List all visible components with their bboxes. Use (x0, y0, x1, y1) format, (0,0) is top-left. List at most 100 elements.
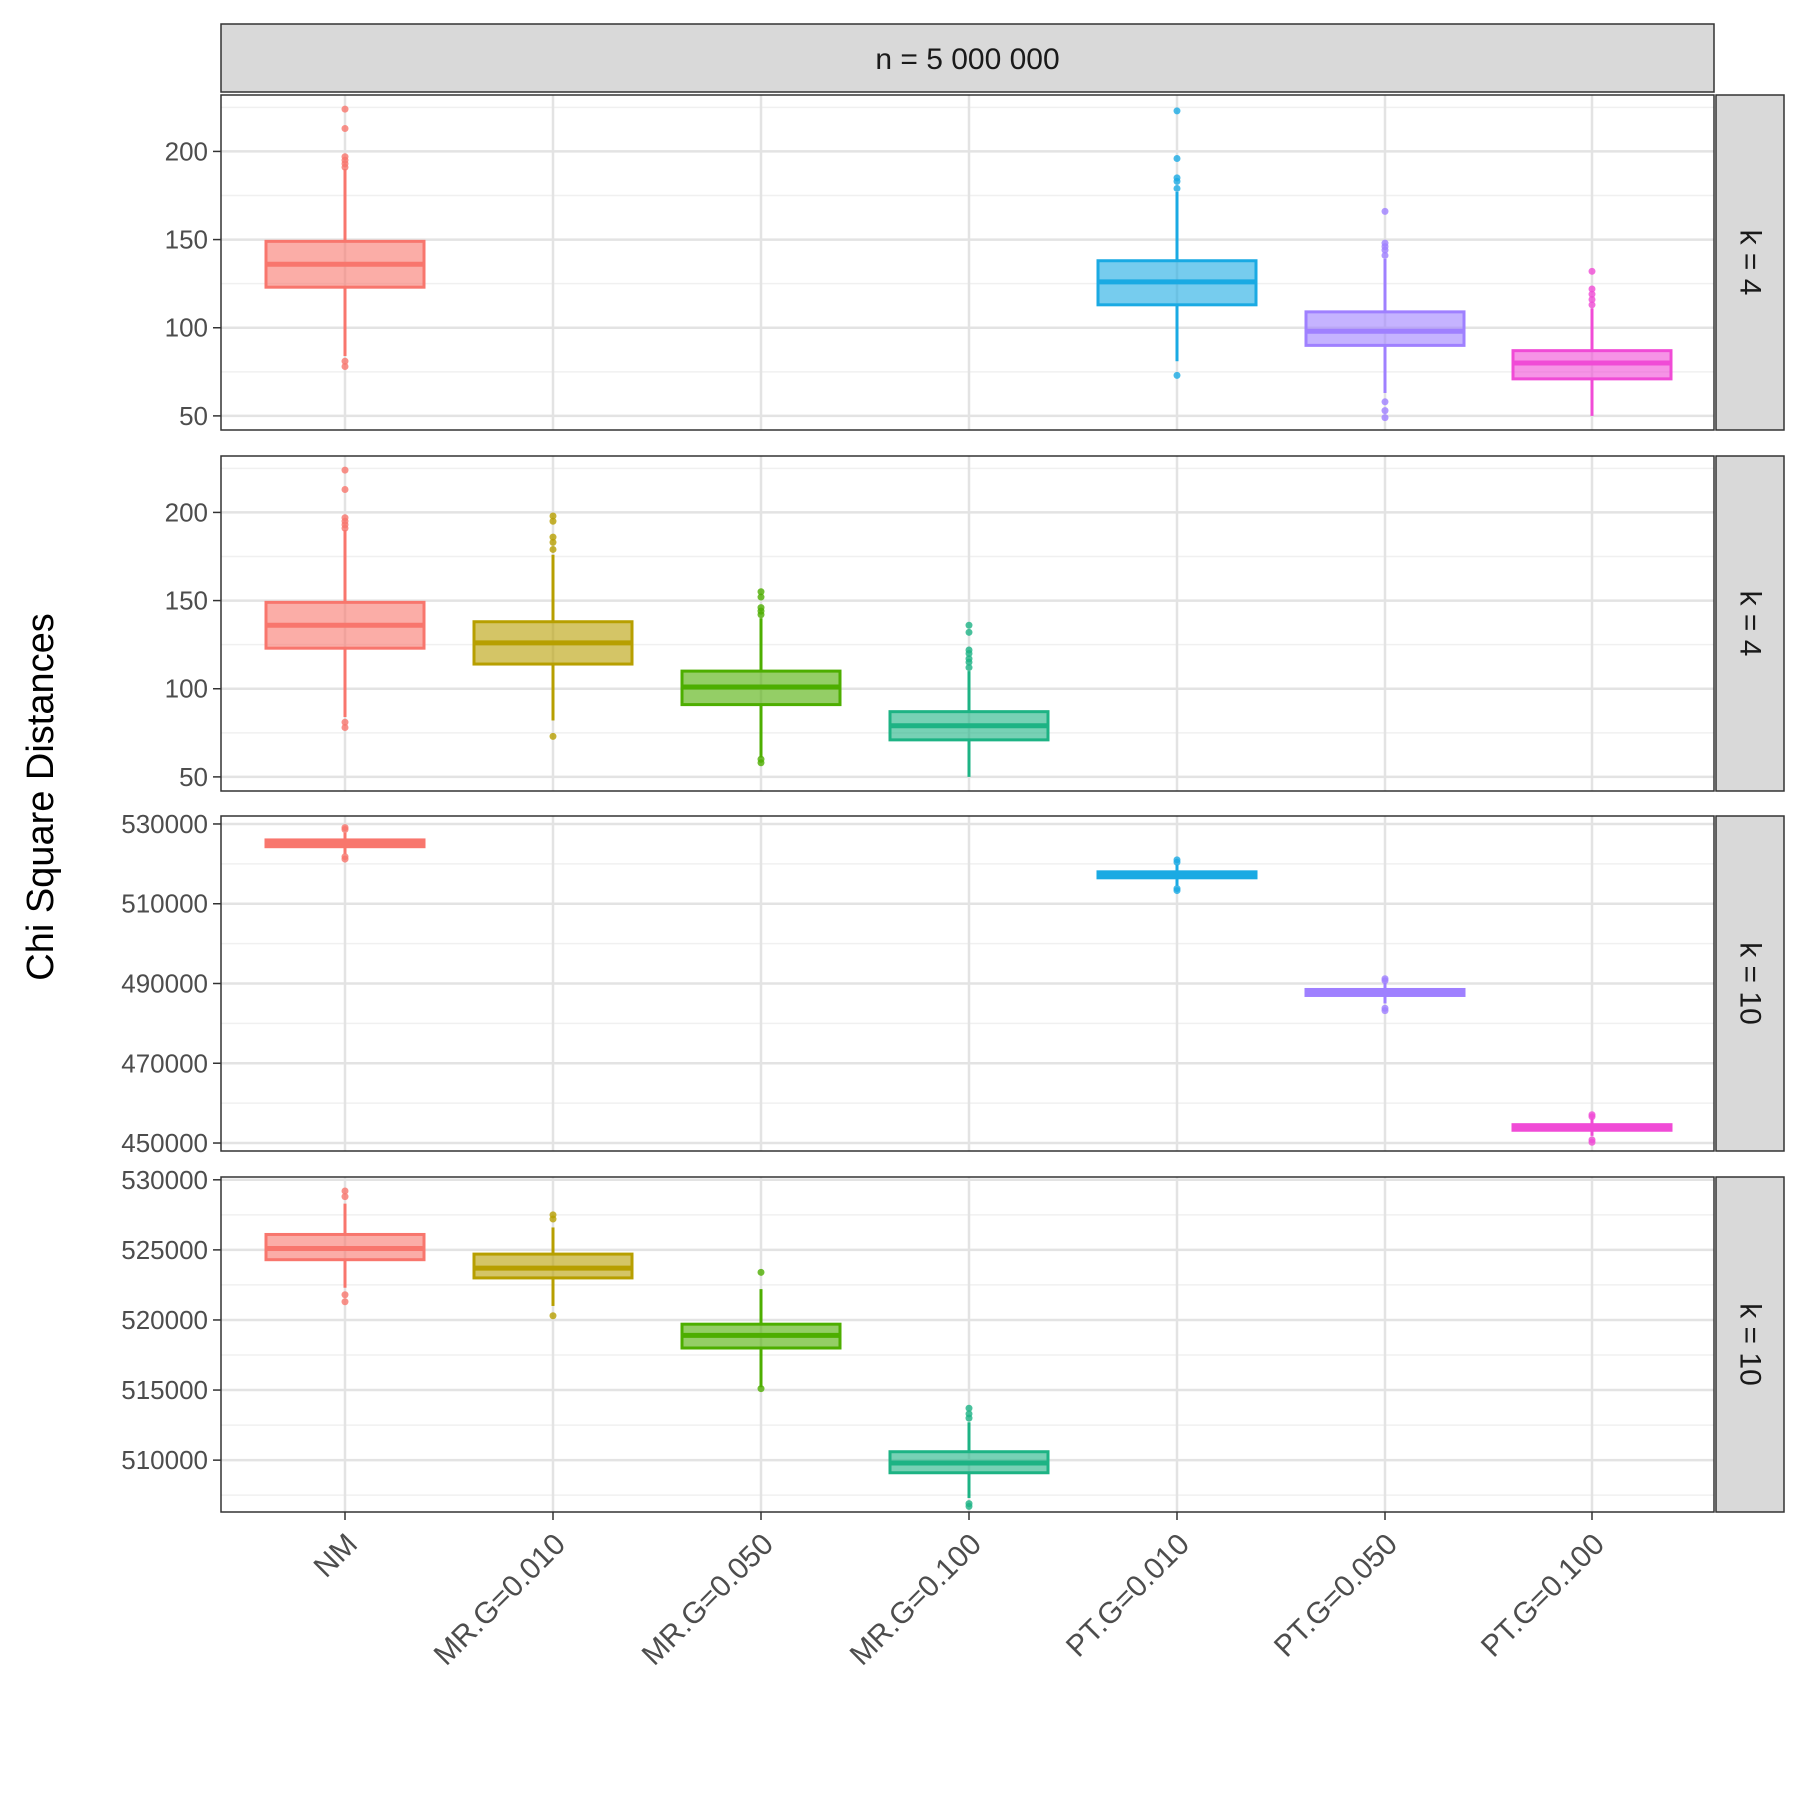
panel-1: 50 100 150 200 k = 4 (165, 94, 1785, 431)
outlier-point (549, 538, 557, 546)
outlier-point (341, 486, 349, 493)
outlier-point (549, 533, 557, 541)
box-pt-g-0-010 (1096, 856, 1258, 895)
panel-border (220, 455, 1715, 792)
y-tick-label: 510000 (121, 1445, 208, 1475)
y-tick-label: 100 (165, 674, 208, 704)
x-tick-label: NM (308, 1528, 364, 1584)
y-tick-label: 200 (165, 497, 208, 527)
box-pt-g-0-010 (1096, 107, 1258, 379)
outlier-point (1381, 207, 1389, 215)
y-tick-label: 450000 (121, 1128, 208, 1158)
panel-2: 50 100 150 200 k = 4 (165, 455, 1785, 792)
x-tick-label: PT.G=0.050 (1268, 1528, 1404, 1664)
row-strip-label: k = 10 (1734, 942, 1767, 1025)
x-tick-label: MR.G=0.050 (636, 1528, 780, 1672)
outlier-point (341, 1193, 349, 1201)
box-mr-g-0-100 (888, 621, 1050, 777)
x-axis: NM MR.G=0.010 MR.G=0.050 MR.G=0.100 PT.G=0.0… (308, 1512, 1611, 1672)
y-tick-label: 470000 (121, 1048, 208, 1078)
outlier-point (1173, 107, 1181, 115)
outlier-point (1381, 975, 1389, 983)
box-pt-g-0-100 (1511, 267, 1673, 416)
x-tick-label: MR.G=0.100 (844, 1528, 988, 1672)
outlier-point (341, 363, 349, 371)
outlier-point (1381, 414, 1389, 422)
outlier-point (1173, 174, 1181, 182)
y-tick-label: 520000 (121, 1305, 208, 1335)
outlier-point (341, 718, 349, 726)
box-pt-g-0-050 (1304, 975, 1466, 1015)
outlier-point (965, 1404, 973, 1412)
outlier-point (341, 153, 349, 161)
outlier-point (549, 517, 557, 525)
outlier-point (965, 646, 973, 654)
box-nm (264, 105, 426, 371)
box-pt-g-0-050 (1304, 207, 1466, 422)
box-nm (264, 1187, 426, 1306)
panel-3: 450000 470000 490000 510000 530000 k = 10 (121, 809, 1785, 1158)
y-tick-label: 525000 (121, 1235, 208, 1265)
outlier-point (549, 732, 557, 740)
column-strip-label: n = 5 000 000 (875, 43, 1059, 76)
outlier-point (341, 724, 349, 732)
outlier-point (965, 621, 973, 629)
box-mr-g-0-100 (888, 1404, 1050, 1510)
y-tick-label: 490000 (121, 969, 208, 999)
outlier-point (341, 105, 349, 113)
outlier-point (1173, 154, 1181, 162)
outlier-point (1381, 407, 1389, 415)
outlier-point (341, 357, 349, 365)
box-nm (264, 824, 426, 863)
outlier-point (1588, 301, 1596, 309)
box-mr-g-0-010 (472, 1211, 634, 1320)
panel-border (220, 1176, 1715, 1513)
box-mr-g-0-010 (472, 512, 634, 740)
y-tick-label: 150 (165, 225, 208, 255)
outlier-point (341, 466, 349, 474)
outlier-point (1173, 371, 1181, 379)
outlier-point (757, 593, 765, 601)
outlier-point (549, 1312, 557, 1320)
outlier-point (1173, 184, 1181, 192)
outlier-point (757, 604, 765, 612)
box-nm (264, 466, 426, 732)
outlier-point (965, 655, 973, 663)
y-tick-label: 50 (179, 401, 208, 431)
y-tick-label: 150 (165, 586, 208, 616)
outlier-point (549, 1211, 557, 1219)
outlier-point (1588, 285, 1596, 293)
y-tick-label: 50 (179, 762, 208, 792)
outlier-point (1173, 856, 1181, 864)
y-axis-label: Chi Square Distances (20, 613, 62, 981)
row-strip (1715, 1176, 1785, 1513)
outlier-point (1173, 885, 1181, 893)
x-tick-label: MR.G=0.010 (428, 1528, 572, 1672)
box-iqr (1304, 310, 1466, 347)
y-tick-label: 510000 (121, 889, 208, 919)
outlier-point (965, 628, 973, 636)
box-mr-g-0-050 (680, 588, 842, 767)
outlier-point (1588, 1136, 1596, 1144)
outlier-point (341, 1291, 349, 1299)
outlier-point (1588, 1111, 1596, 1119)
box-pt-g-0-100 (1511, 1111, 1673, 1146)
outlier-point (1588, 296, 1596, 304)
row-strip (1715, 815, 1785, 1152)
panels-layer: 50 100 150 200 k = 4 50 100 150 200 k = 4 450000 47… (121, 94, 1785, 1513)
row-strip-label: k = 10 (1734, 1303, 1767, 1386)
outlier-point (549, 545, 557, 553)
outlier-point (1588, 267, 1596, 275)
outlier-point (1381, 398, 1389, 406)
outlier-point (757, 588, 765, 596)
panel-background (221, 95, 1714, 430)
outlier-point (965, 664, 973, 672)
y-tick-label: 515000 (121, 1375, 208, 1405)
outlier-point (549, 512, 557, 520)
outlier-point (341, 514, 349, 522)
outlier-point (1588, 290, 1596, 298)
y-tick-label: 530000 (121, 809, 208, 839)
panel-border (220, 94, 1715, 431)
column-strip (220, 23, 1715, 93)
